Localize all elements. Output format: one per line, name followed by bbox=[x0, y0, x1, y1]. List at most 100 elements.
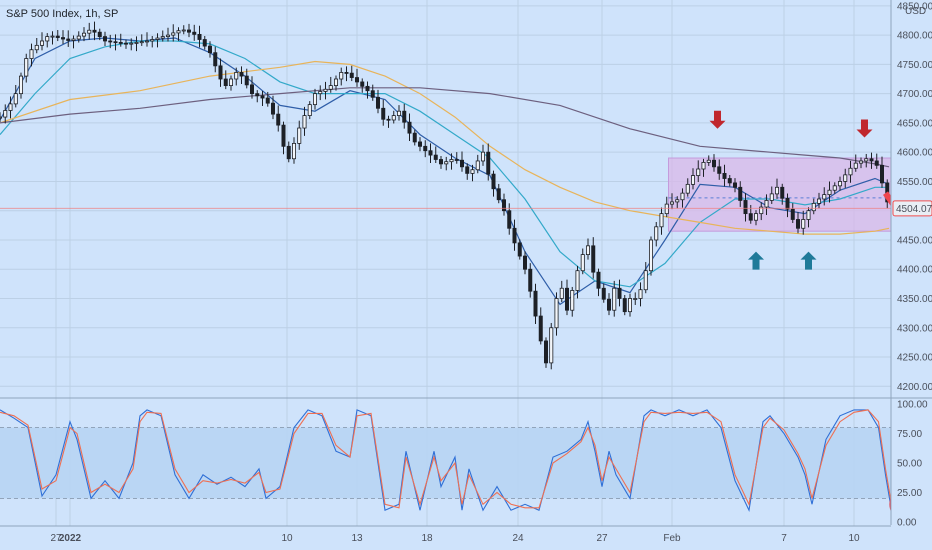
candle-body bbox=[302, 115, 307, 129]
candle-body bbox=[691, 175, 696, 185]
candle-body bbox=[559, 287, 564, 299]
oscillator-tick-label: 100.00 bbox=[897, 400, 928, 411]
candle-body bbox=[349, 72, 354, 78]
candle-body bbox=[129, 42, 134, 45]
candle-body bbox=[444, 161, 449, 165]
candle-body bbox=[97, 31, 102, 37]
candle-body bbox=[155, 37, 160, 40]
oscillator-pane[interactable] bbox=[0, 409, 927, 523]
candle-body bbox=[3, 110, 8, 118]
candle-body bbox=[244, 75, 249, 86]
price-tick-label: 4300.00 bbox=[897, 323, 932, 334]
candle-body bbox=[633, 298, 638, 300]
candle-body bbox=[207, 45, 212, 54]
candle-body bbox=[76, 35, 81, 40]
candle-body bbox=[438, 159, 443, 165]
candle-body bbox=[822, 194, 827, 200]
time-tick-label: Feb bbox=[663, 533, 681, 544]
candle-body bbox=[496, 188, 501, 201]
candle-body bbox=[643, 270, 648, 291]
candle-body bbox=[286, 145, 291, 160]
candle-body bbox=[139, 41, 144, 44]
candle-body bbox=[323, 88, 328, 92]
candle-body bbox=[118, 42, 123, 44]
candle-body bbox=[586, 245, 591, 256]
candle-body bbox=[402, 110, 407, 123]
candle-body bbox=[622, 298, 627, 313]
candle-body bbox=[470, 169, 475, 174]
candle-body bbox=[339, 72, 344, 80]
candle-body bbox=[664, 203, 669, 215]
moving-average-line-4 bbox=[0, 87, 890, 168]
oscillator-axis: 100.00 75.00 50.00 25.00 0.00 bbox=[897, 400, 928, 529]
candle-body bbox=[165, 34, 170, 37]
candle-body bbox=[71, 38, 76, 41]
candle-body bbox=[354, 77, 359, 83]
candle-body bbox=[370, 90, 375, 98]
candle-body bbox=[769, 193, 774, 201]
candle-body bbox=[396, 110, 401, 116]
candle-body bbox=[66, 38, 71, 41]
candle-body bbox=[701, 162, 706, 170]
candle-body bbox=[575, 270, 580, 291]
candle-body bbox=[87, 29, 92, 34]
candle-body bbox=[832, 185, 837, 191]
candle-body bbox=[764, 200, 769, 208]
price-pane[interactable]: Mid Channel Exit.Re Hit Support for Long… bbox=[0, 21, 932, 370]
candle-body bbox=[706, 159, 711, 163]
candle-body bbox=[297, 127, 302, 144]
price-axis-background bbox=[891, 0, 932, 550]
candle-body bbox=[386, 118, 391, 121]
candle-body bbox=[848, 167, 853, 176]
candle-body bbox=[333, 78, 338, 86]
candle-body bbox=[24, 58, 29, 77]
down-arrow-icon bbox=[856, 119, 873, 138]
oscillator-band bbox=[0, 427, 891, 499]
candle-body bbox=[790, 208, 795, 220]
candle-body bbox=[570, 290, 575, 311]
candle-body bbox=[617, 287, 622, 299]
down-arrow-icon bbox=[709, 110, 726, 129]
candle-body bbox=[454, 159, 459, 161]
candle-body bbox=[423, 145, 428, 152]
candle-body bbox=[549, 327, 554, 364]
candle-body bbox=[265, 97, 270, 104]
candle-body bbox=[249, 84, 254, 95]
candle-body bbox=[13, 93, 18, 105]
candle-body bbox=[218, 65, 223, 80]
candle-body bbox=[491, 173, 496, 190]
price-tick-label: 4750.00 bbox=[897, 60, 932, 71]
candle-body bbox=[853, 162, 858, 169]
time-tick-label: 13 bbox=[351, 533, 363, 544]
candle-body bbox=[202, 39, 207, 47]
candle-body bbox=[318, 91, 323, 95]
price-tick-label: 4350.00 bbox=[897, 294, 932, 305]
candle-body bbox=[712, 159, 717, 168]
candle-body bbox=[255, 93, 260, 97]
candle-body bbox=[328, 85, 333, 90]
candle-body bbox=[45, 36, 50, 42]
candle-body bbox=[344, 72, 349, 74]
candle-body bbox=[124, 42, 129, 45]
candle-body bbox=[596, 271, 601, 289]
candle-body bbox=[685, 183, 690, 194]
candle-body bbox=[108, 40, 113, 43]
candle-body bbox=[659, 213, 664, 228]
price-tick-label: 4600.00 bbox=[897, 148, 932, 159]
candle-body bbox=[428, 150, 433, 156]
candle-body bbox=[176, 30, 181, 34]
candle-body bbox=[796, 219, 801, 229]
candle-body bbox=[738, 186, 743, 201]
candle-body bbox=[239, 72, 244, 77]
candle-body bbox=[874, 160, 879, 166]
candle-body bbox=[727, 178, 732, 184]
candle-body bbox=[365, 85, 370, 92]
last-price-tag: 4504.07 bbox=[892, 200, 932, 217]
candle-body bbox=[291, 142, 296, 160]
up-arrow-icon bbox=[800, 251, 817, 270]
candle-body bbox=[103, 36, 108, 42]
price-tick-label: 4550.00 bbox=[897, 177, 932, 188]
candle-body bbox=[192, 31, 197, 35]
candle-body bbox=[171, 32, 176, 36]
